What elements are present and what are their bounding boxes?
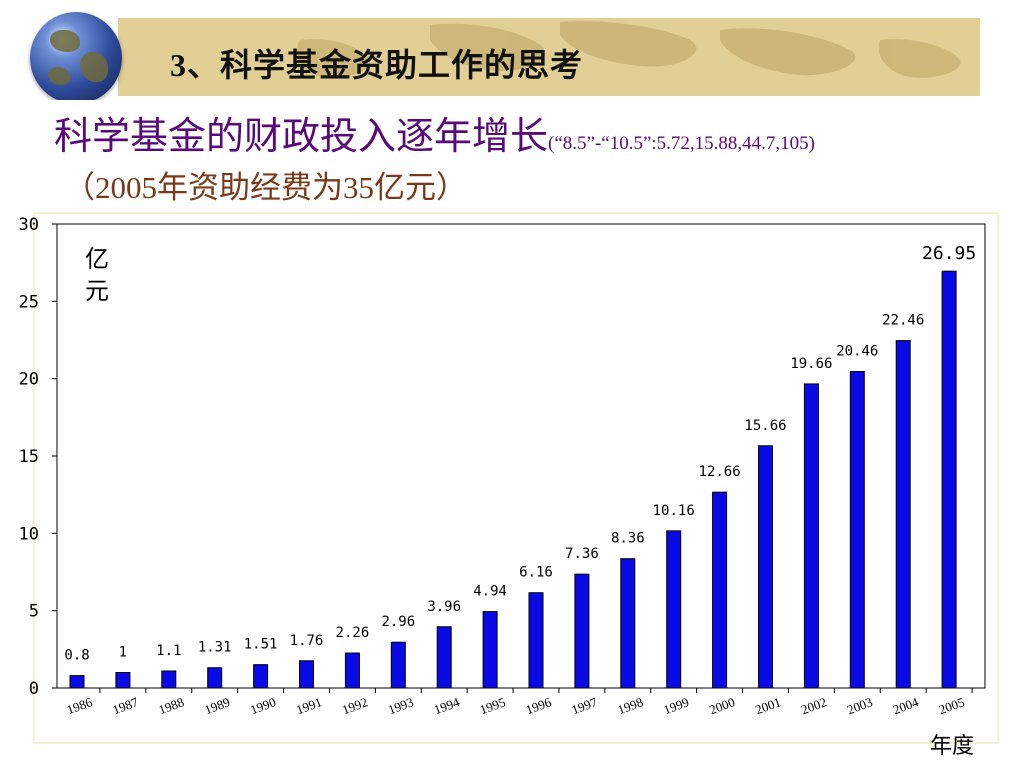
y-tick-label: 5 <box>29 602 39 622</box>
chart-frame <box>33 212 999 744</box>
bar-value-label: 1 <box>119 645 127 661</box>
x-tick-label: 1995 <box>478 694 508 717</box>
slide-subline: （2005年资助经费为35亿元） <box>64 170 467 205</box>
x-tick-label: 1990 <box>248 694 278 717</box>
x-tick-label: 2004 <box>891 694 921 717</box>
x-tick-label: 1997 <box>570 694 600 717</box>
bar <box>803 383 819 689</box>
bar-value-label: 3.96 <box>427 599 461 615</box>
bar-value-label: 7.36 <box>565 546 599 562</box>
bar <box>758 445 773 689</box>
x-tick-label: 1986 <box>65 694 95 717</box>
bar-value-label: 1.1 <box>156 643 181 659</box>
x-tick-label: 1992 <box>340 694 370 717</box>
bar <box>390 641 406 689</box>
bar-value-label: 12.66 <box>699 464 741 480</box>
bar <box>574 573 590 689</box>
bar-value-label: 1.51 <box>244 637 278 653</box>
x-tick-label: 1993 <box>386 694 416 717</box>
bar-value-label: 15.66 <box>744 418 786 434</box>
bar-value-label: 0.8 <box>64 648 89 664</box>
y-axis-label: 元 <box>85 277 109 305</box>
bar <box>941 270 957 689</box>
bar <box>849 371 865 689</box>
bar <box>436 626 452 689</box>
title-banner: 3、科学基金资助工作的思考 <box>0 0 1024 100</box>
bar <box>666 530 682 689</box>
bar-value-label: 1.31 <box>198 640 232 656</box>
x-tick-label: 1996 <box>524 694 554 717</box>
bar-value-label: 19.66 <box>790 356 832 372</box>
y-tick-label: 0 <box>29 679 39 699</box>
bar <box>69 675 85 689</box>
x-tick-label: 1989 <box>202 694 232 717</box>
bar <box>344 652 360 689</box>
x-tick-label: 2005 <box>937 694 967 717</box>
bar-value-label: 22.46 <box>882 313 924 329</box>
bar <box>712 491 728 689</box>
bar <box>620 558 636 689</box>
bar-value-label: 1.76 <box>290 633 324 649</box>
headline-text: 科学基金的财政投入逐年增长 <box>54 116 549 158</box>
bar <box>207 667 223 689</box>
world-map-banner <box>118 18 980 96</box>
x-tick-label: 1999 <box>661 694 691 717</box>
y-tick-label: 20 <box>19 370 39 390</box>
y-tick-label: 10 <box>19 524 39 544</box>
slide-headline: 科学基金的财政投入逐年增长(“8.5”-“10.5”:5.72,15.88,44… <box>54 105 815 160</box>
section-title: 3、科学基金资助工作的思考 <box>170 47 584 83</box>
bar <box>161 670 177 689</box>
funding-bar-chart: 0 5 10 15 20 25 30 亿元 0.8 1986 1 1987 1.1 1988 1.31 198… <box>19 212 999 759</box>
bar-value-label: 2.26 <box>336 625 370 641</box>
plot-area <box>56 223 986 689</box>
bar <box>482 611 498 689</box>
x-tick-label: 2001 <box>753 694 783 717</box>
x-tick-label: 1987 <box>111 694 141 717</box>
bar-value-label: 2.96 <box>381 614 415 630</box>
headline-note: (“8.5”-“10.5”:5.72,15.88,44.7,105) <box>548 133 816 154</box>
x-tick-label: 1994 <box>432 694 462 717</box>
y-tick-label: 15 <box>19 447 39 467</box>
globe-icon <box>30 12 122 100</box>
bar <box>299 660 314 689</box>
x-tick-label: 1991 <box>294 694 324 717</box>
bar-value-label: 20.46 <box>836 344 878 360</box>
bar <box>253 664 269 689</box>
x-tick-label: 2003 <box>845 694 875 717</box>
y-tick-label: 25 <box>19 292 39 312</box>
x-axis-label: 年度 <box>930 734 974 759</box>
y-axis-label: 亿 <box>85 245 109 273</box>
x-tick-label: 1988 <box>156 694 186 717</box>
bar <box>115 672 131 689</box>
bar-value-label: 4.94 <box>473 584 507 600</box>
x-tick-label: 2000 <box>707 694 737 717</box>
bar-value-label: 10.16 <box>653 503 695 519</box>
x-tick-label: 1998 <box>615 694 645 717</box>
bar <box>895 340 911 689</box>
x-tick-label: 2002 <box>799 694 829 717</box>
y-tick-label: 30 <box>19 215 39 235</box>
bar-value-label: 6.16 <box>519 565 553 581</box>
bar <box>528 592 544 689</box>
bar-value-label: 8.36 <box>611 531 645 547</box>
bar-value-label: 26.95 <box>922 243 976 264</box>
